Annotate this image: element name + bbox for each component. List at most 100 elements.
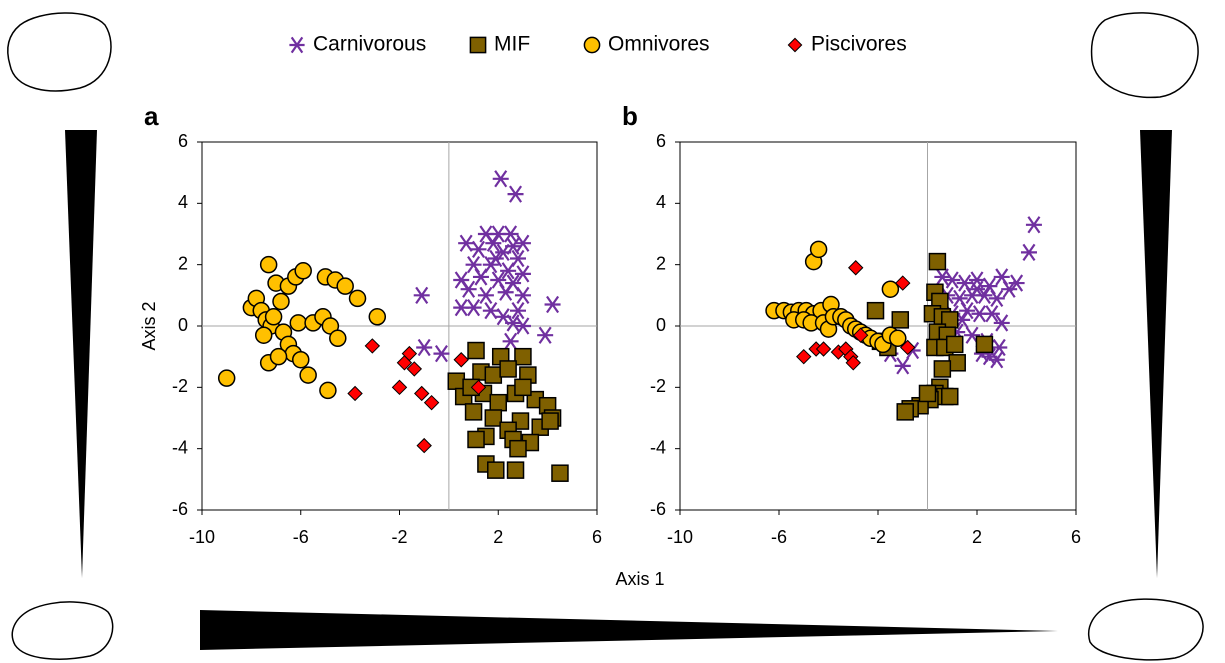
point: [416, 437, 432, 454]
legend-label: MIF: [494, 33, 530, 56]
point: [453, 352, 469, 368]
point: [502, 332, 519, 350]
x-tick-label: -2: [391, 527, 407, 547]
point: [272, 292, 290, 311]
point: [364, 338, 381, 354]
point: [506, 461, 525, 479]
point: [551, 464, 569, 482]
point: [941, 387, 959, 406]
point: [507, 185, 524, 203]
point: [1020, 243, 1037, 262]
point: [477, 286, 494, 304]
point: [414, 385, 430, 402]
point: [470, 240, 487, 258]
point: [329, 329, 347, 348]
point: [487, 461, 505, 479]
point: [881, 280, 900, 298]
point: [500, 262, 517, 280]
point: [948, 354, 966, 372]
point: [489, 393, 507, 412]
x-tick-label: -10: [667, 527, 693, 547]
point: [289, 314, 308, 332]
point: [472, 268, 489, 286]
point: [347, 385, 363, 402]
point: [544, 295, 561, 314]
point: [983, 305, 1000, 323]
x-tick-label: -6: [293, 527, 309, 547]
point: [269, 347, 288, 366]
point: [933, 360, 952, 378]
point: [396, 355, 413, 371]
outline-shape: [1088, 598, 1204, 661]
x-tick-label: -6: [771, 527, 787, 547]
legend-marker: [787, 37, 803, 53]
y-tick-label: 0: [656, 315, 666, 335]
legend-label: Carnivorous: [313, 33, 426, 56]
point: [1008, 274, 1025, 292]
y-tick-label: 4: [178, 192, 188, 212]
point: [991, 338, 1008, 357]
point: [292, 350, 310, 369]
outline-shape: [11, 601, 114, 660]
point: [433, 344, 450, 363]
point: [896, 403, 914, 421]
point: [484, 409, 503, 427]
gradient-wedge: [200, 610, 1058, 650]
legend-marker: [289, 36, 305, 54]
point: [416, 338, 433, 357]
point: [514, 286, 531, 304]
panel-label: b: [622, 101, 638, 131]
y-tick-label: -2: [650, 376, 666, 396]
point: [368, 308, 387, 326]
panel-label: a: [144, 101, 159, 131]
point: [945, 335, 964, 354]
y-tick-label: -4: [172, 437, 188, 457]
y-tick-label: 0: [178, 315, 188, 335]
outline-shape: [7, 12, 112, 92]
x-axis-label: Axis 1: [615, 569, 664, 589]
point: [852, 327, 869, 343]
point: [514, 234, 531, 252]
legend-label: Piscivores: [811, 33, 907, 56]
point: [809, 240, 828, 259]
y-tick-label: -6: [172, 499, 188, 519]
point: [217, 369, 236, 387]
point: [484, 366, 503, 384]
legend-label: Omnivores: [608, 33, 710, 56]
point: [423, 394, 440, 411]
point: [492, 170, 509, 188]
y-tick-label: 2: [656, 253, 666, 273]
point: [894, 357, 911, 375]
point: [988, 351, 1005, 369]
point: [485, 234, 502, 252]
point: [514, 317, 531, 335]
point: [487, 249, 504, 268]
point: [537, 326, 554, 344]
point: [336, 277, 354, 295]
y-tick-label: 4: [656, 192, 666, 212]
point: [259, 255, 278, 274]
x-tick-label: -2: [870, 527, 886, 547]
point: [447, 372, 466, 390]
gradient-wedge: [1140, 130, 1172, 578]
x-tick-label: -10: [189, 527, 215, 547]
point: [413, 286, 430, 304]
point: [899, 339, 916, 356]
point: [918, 384, 937, 403]
point: [465, 298, 482, 317]
point: [509, 439, 527, 458]
y-tick-label: 6: [656, 131, 666, 151]
point: [458, 234, 475, 252]
point: [467, 430, 485, 449]
point: [502, 225, 519, 243]
point: [969, 280, 985, 298]
point: [460, 280, 477, 298]
point: [993, 314, 1010, 332]
point: [406, 361, 423, 377]
point: [264, 308, 283, 326]
point: [391, 379, 408, 396]
point: [988, 289, 1005, 308]
point: [505, 237, 522, 255]
point: [815, 341, 832, 357]
